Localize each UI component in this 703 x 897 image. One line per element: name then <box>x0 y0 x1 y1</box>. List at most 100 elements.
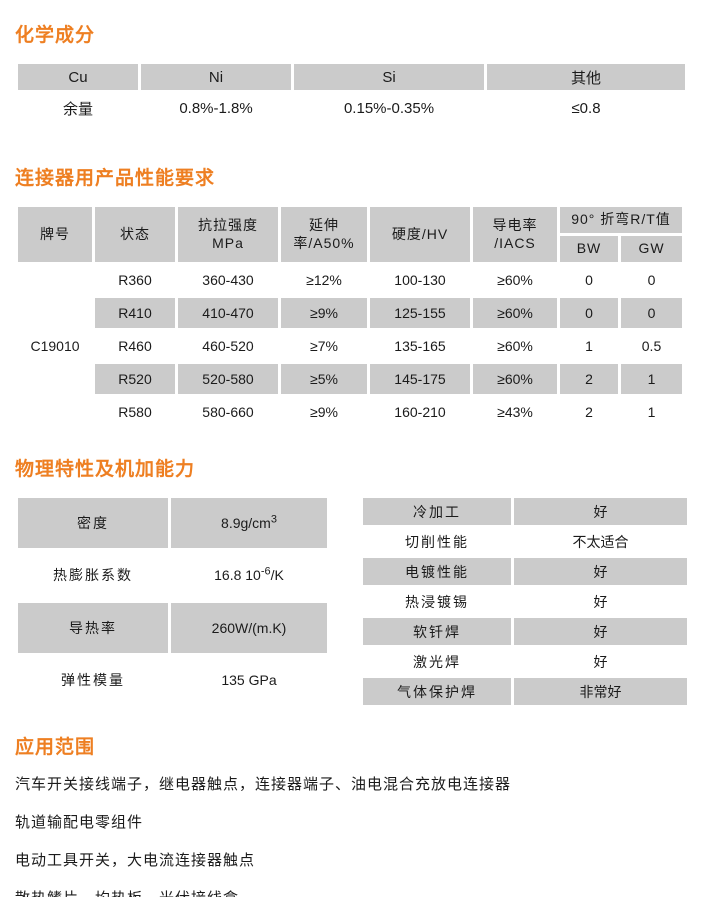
perf-header-grade: 牌号 <box>18 207 92 262</box>
application-list: 汽车开关接线端子，继电器触点，连接器端子、油电混合充放电连接器 轨道输配电零组件… <box>15 773 688 897</box>
mach-value: 非常好 <box>514 678 687 705</box>
mach-label: 激光焊 <box>413 653 461 670</box>
cell-elongation: ≥5% <box>281 364 367 394</box>
cell-conductivity: ≥60% <box>497 272 533 288</box>
cell-hardness: 135-165 <box>394 338 446 354</box>
cell-elongation: ≥12% <box>306 272 342 288</box>
chem-value-cu: 余量 <box>62 101 93 118</box>
perf-header-hardness: 硬度/HV <box>370 207 470 262</box>
cell-bw: 0 <box>585 272 593 288</box>
perf-header-bend: 90° 折弯R/T值 <box>560 207 682 233</box>
mach-value: 好 <box>514 558 687 585</box>
mach-value: 好 <box>593 593 608 610</box>
machinability-row-gas-shielded-welding: 气体保护焊 非常好 <box>363 678 687 705</box>
cell-gw: 0 <box>621 298 682 328</box>
machinability-row-soldering: 软钎焊 好 <box>363 618 687 645</box>
phys-value-suffix: /K <box>270 567 284 584</box>
perf-header-state: 状态 <box>95 207 175 262</box>
chem-header-cu: Cu <box>18 64 138 90</box>
phys-value-base: 16.8 10 <box>214 567 261 584</box>
cell-bw: 0 <box>560 298 618 328</box>
cell-elongation: ≥7% <box>310 338 338 354</box>
cell-conductivity: ≥60% <box>473 364 557 394</box>
performance-header-row-2: BW GW <box>18 236 682 262</box>
physical-row-thermal-conductivity: 导热率 260W/(m.K) <box>18 603 327 653</box>
chem-header-ni: Ni <box>141 64 291 90</box>
chem-value-other: ≤0.8 <box>571 100 601 117</box>
cell-conductivity: ≥60% <box>497 338 533 354</box>
perf-header-conductivity: 导电率 /IACS <box>473 207 557 262</box>
machinability-row-cold-working: 冷加工 好 <box>363 498 687 525</box>
machinability-row-hot-dip-tinning: 热浸镀锡 好 <box>363 588 687 615</box>
phys-value: 135 GPa <box>171 656 327 706</box>
cell-tensile: 580-660 <box>202 404 254 420</box>
chemical-header-row: Cu Ni Si 其他 <box>18 64 685 90</box>
performance-table: 牌号 状态 抗拉强度 MPa 延伸率/A50% 硬度/HV 导电率 /IACS … <box>15 204 685 430</box>
cell-conductivity: ≥43% <box>497 404 533 420</box>
section-title-chemical: 化学成分 <box>15 25 96 46</box>
application-item: 电动工具开关，大电流连接器触点 <box>15 852 256 869</box>
application-item: 汽车开关接线端子，继电器触点，连接器端子、油电混合充放电连接器 <box>15 776 512 793</box>
cell-tensile: 410-470 <box>178 298 278 328</box>
cell-state: R410 <box>95 298 175 328</box>
machinability-row-cutting: 切削性能 不太适合 <box>363 528 687 555</box>
physical-row-thermal-expansion: 热膨胀系数 16.8 10-6/K <box>18 551 327 601</box>
chemical-value-row: 余量 0.8%-1.8% 0.15%-0.35% ≤0.8 <box>18 93 685 124</box>
phys-label: 弹性模量 <box>61 672 125 689</box>
section-title-applications: 应用范围 <box>15 737 96 758</box>
application-item: 散热鳍片、均热板、光伏接线盒 <box>15 887 688 897</box>
cell-elongation: ≥9% <box>281 298 367 328</box>
perf-header-tensile-line2: MPa <box>212 234 244 251</box>
machinability-table: 冷加工 好 切削性能 不太适合 电镀性能 好 热浸镀锡 好 软钎焊 好 <box>360 495 690 708</box>
mach-label: 软钎焊 <box>363 618 511 645</box>
performance-row-r410: R410 410-470 ≥9% 125-155 ≥60% 0 0 <box>18 298 682 328</box>
phys-label: 热膨胀系数 <box>53 567 133 584</box>
physical-row-elastic-modulus: 弹性模量 135 GPa <box>18 656 327 706</box>
perf-header-conductivity-line2: /IACS <box>494 234 536 251</box>
phys-value: 16.8 10-6/K <box>171 551 327 601</box>
cell-bw: 1 <box>585 338 593 354</box>
chem-header-other: 其他 <box>487 64 685 90</box>
cell-bw: 2 <box>585 404 593 420</box>
phys-value-sup: 3 <box>270 513 277 526</box>
performance-row-r520: R520 520-580 ≥5% 145-175 ≥60% 2 1 <box>18 364 682 394</box>
cell-tensile: 460-520 <box>202 338 254 354</box>
mach-value: 好 <box>514 618 687 645</box>
cell-tensile: 360-430 <box>202 272 254 288</box>
phys-value: 8.9g/cm3 <box>171 498 327 548</box>
mach-label: 电镀性能 <box>363 558 511 585</box>
cell-state: R580 <box>118 404 152 420</box>
machinability-row-laser-welding: 激光焊 好 <box>363 648 687 675</box>
phys-value-base: 8.9g/cm <box>221 514 271 531</box>
perf-header-conductivity-line1: 导电率 <box>492 217 538 233</box>
mach-value: 好 <box>593 653 608 670</box>
cell-state: R520 <box>95 364 175 394</box>
phys-label: 密度 <box>18 498 168 548</box>
cell-gw: 0 <box>647 272 656 288</box>
perf-header-tensile: 抗拉强度 MPa <box>178 207 278 262</box>
grade-cell: C19010 <box>30 338 80 354</box>
mach-value: 好 <box>514 498 687 525</box>
cell-gw: 1 <box>647 404 656 420</box>
cell-elongation: ≥9% <box>310 404 338 420</box>
chem-value-ni: 0.8%-1.8% <box>179 100 253 117</box>
cell-tensile: 520-580 <box>178 364 278 394</box>
mach-label: 切削性能 <box>405 533 469 550</box>
mach-label: 冷加工 <box>363 498 511 525</box>
perf-header-elongation: 延伸率/A50% <box>281 207 367 262</box>
cell-state: R460 <box>118 338 152 354</box>
physical-tables: 密度 8.9g/cm3 热膨胀系数 16.8 10-6/K 导热率 260W/(… <box>15 495 688 708</box>
performance-header-row-1: 牌号 状态 抗拉强度 MPa 延伸率/A50% 硬度/HV 导电率 /IACS … <box>18 207 682 262</box>
machinability-row-plating: 电镀性能 好 <box>363 558 687 585</box>
phys-value-base: 135 GPa <box>221 672 277 689</box>
mach-label: 气体保护焊 <box>363 678 511 705</box>
mach-value: 不太适合 <box>572 533 629 550</box>
physical-row-density: 密度 8.9g/cm3 <box>18 498 327 548</box>
perf-header-bw: BW <box>560 236 618 262</box>
cell-hardness: 125-155 <box>370 298 470 328</box>
cell-conductivity: ≥60% <box>473 298 557 328</box>
mach-label: 热浸镀锡 <box>405 593 469 610</box>
cell-state: R360 <box>118 272 152 288</box>
cell-gw: 0.5 <box>641 338 662 354</box>
